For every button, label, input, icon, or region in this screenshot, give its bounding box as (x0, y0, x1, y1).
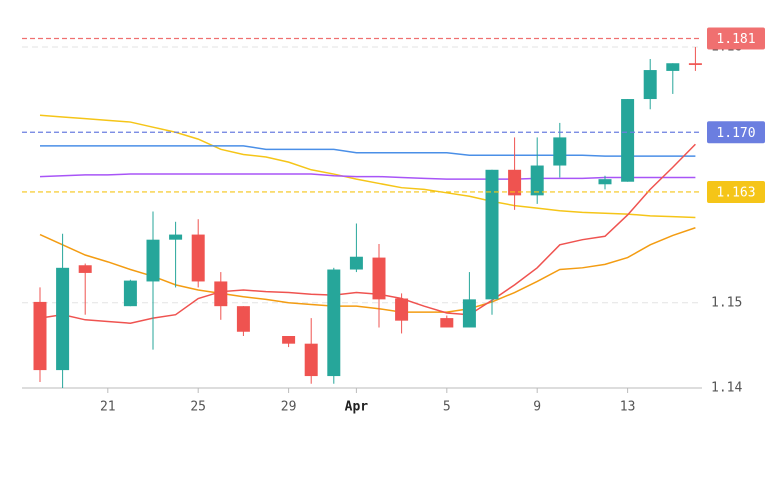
candle-body (33, 301, 47, 371)
candle-body (553, 137, 567, 166)
x-tick-label: 9 (533, 400, 541, 415)
candle-body (236, 306, 250, 332)
candle-body (530, 165, 544, 196)
price-label-box (707, 27, 765, 50)
candle-body (282, 336, 296, 344)
candle-body (666, 63, 680, 71)
candle-body (485, 169, 499, 300)
candle-body (395, 298, 409, 321)
candle-body (598, 179, 612, 185)
ma-line (40, 145, 696, 157)
ma-line (39, 173, 696, 180)
candle-body (146, 239, 160, 282)
price-label-box (707, 121, 765, 144)
candle-body (462, 299, 476, 328)
price-label: 1.163 (716, 185, 755, 200)
ma-line (39, 114, 696, 219)
price-label-box (707, 180, 765, 203)
candle-body (123, 280, 137, 307)
candle-body (214, 281, 228, 307)
x-tick-label: Apr (345, 400, 369, 415)
candle-body (349, 256, 363, 270)
candle-body (621, 99, 635, 182)
candle-body (440, 318, 454, 328)
x-tick-label: 21 (100, 400, 116, 415)
price-label: 1.181 (716, 32, 755, 47)
candle-body (56, 267, 70, 371)
x-tick-label: 5 (443, 400, 451, 415)
x-tick-label: 13 (620, 400, 636, 415)
candle-body (643, 70, 657, 100)
y-tick-label: 1.15 (711, 295, 742, 310)
ma-line (39, 143, 696, 324)
candle-body (372, 257, 386, 300)
candle-body (169, 234, 183, 240)
candle-body (688, 63, 702, 65)
x-tick-label: 25 (190, 400, 206, 415)
candle-body (508, 169, 522, 196)
candle-body (304, 343, 318, 377)
ma-line (39, 227, 696, 313)
x-tick-label: 29 (281, 400, 297, 415)
price-label: 1.170 (716, 126, 755, 141)
candle-body (78, 265, 92, 273)
y-tick-label: 1.14 (711, 381, 742, 396)
candle-body (327, 269, 341, 377)
candle-body (191, 234, 205, 282)
